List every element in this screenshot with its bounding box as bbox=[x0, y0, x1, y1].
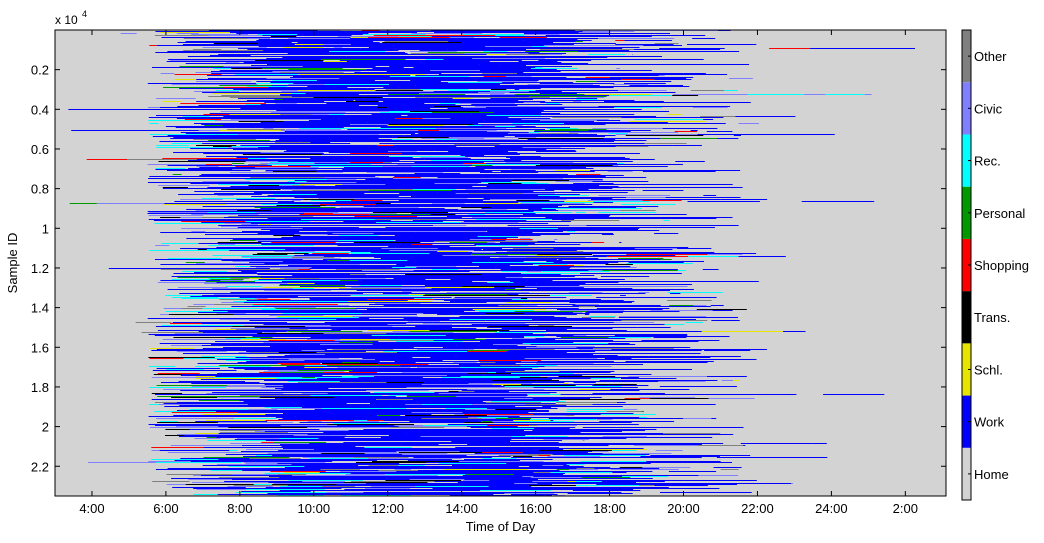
colorbar-label: Schl. bbox=[974, 362, 1003, 377]
y-tick-label: 1.4 bbox=[31, 301, 49, 316]
colorbar-swatch-home bbox=[962, 447, 971, 500]
y-tick-label: 0.2 bbox=[31, 63, 49, 78]
colorbar-label: Home bbox=[974, 467, 1009, 482]
colorbar-frame bbox=[961, 29, 972, 501]
axes-frame bbox=[54, 29, 947, 497]
y-tick-label: 1.8 bbox=[31, 380, 49, 395]
x-tick-label: 16:00 bbox=[519, 501, 552, 516]
x-tick-label: 18:00 bbox=[593, 501, 626, 516]
colorbar: Home Work Schl. Trans. Shopping Personal Rec. C… bbox=[961, 29, 1029, 501]
colorbar-swatch-personal bbox=[962, 186, 971, 239]
x-axis-label: Time of Day bbox=[466, 519, 536, 534]
y-tick-label: 1.2 bbox=[31, 261, 49, 276]
x-tick-label: 20:00 bbox=[667, 501, 700, 516]
colorbar-swatch-work bbox=[962, 395, 971, 448]
colorbar-label: Rec. bbox=[974, 154, 1001, 169]
plot-area bbox=[55, 30, 946, 496]
x-tick-label: 22:00 bbox=[741, 501, 774, 516]
axes: 4:00 6:00 8:00 10:00 12:00 14:00 16:00 18:00 20:… bbox=[31, 29, 947, 516]
colorbar-label: Personal bbox=[974, 206, 1025, 221]
colorbar-swatch-shopping bbox=[962, 238, 971, 292]
colorbar-label: Work bbox=[974, 415, 1005, 430]
x-tick-label: 24:00 bbox=[815, 501, 848, 516]
colorbar-label: Trans. bbox=[974, 310, 1010, 325]
colorbar-label: Other bbox=[974, 49, 1007, 64]
y-tick-label: 1 bbox=[42, 221, 49, 236]
x-tick-label: 12:00 bbox=[371, 501, 404, 516]
x-tick-label: 8:00 bbox=[227, 501, 252, 516]
y-tick-label: 0.6 bbox=[31, 142, 49, 157]
colorbar-swatch-rec bbox=[962, 134, 971, 187]
colorbar-swatch-schl bbox=[962, 343, 971, 396]
y-axis-label: Sample ID bbox=[5, 233, 20, 294]
y-tick-label: 2.2 bbox=[31, 459, 49, 474]
x-tick-label: 14:00 bbox=[445, 501, 478, 516]
x-tick-label: 4:00 bbox=[79, 501, 104, 516]
y-exponent-power: 4 bbox=[82, 9, 87, 19]
y-tick-label: 0.8 bbox=[31, 182, 49, 197]
colorbar-swatch-other bbox=[962, 30, 971, 83]
colorbar-swatch-trans bbox=[962, 291, 971, 344]
colorbar-label: Shopping bbox=[974, 258, 1029, 273]
x-tick-label: 2:00 bbox=[893, 501, 918, 516]
colorbar-swatch-civic bbox=[962, 82, 971, 135]
x-tick-label: 6:00 bbox=[153, 501, 178, 516]
colorbar-label: Civic bbox=[974, 101, 1003, 116]
y-tick-label: 0.4 bbox=[31, 102, 49, 117]
y-tick-label: 2 bbox=[42, 420, 49, 435]
y-tick-label: 1.6 bbox=[31, 340, 49, 355]
x-tick-label: 10:00 bbox=[298, 501, 331, 516]
y-exponent-label: x 10 bbox=[55, 13, 78, 27]
